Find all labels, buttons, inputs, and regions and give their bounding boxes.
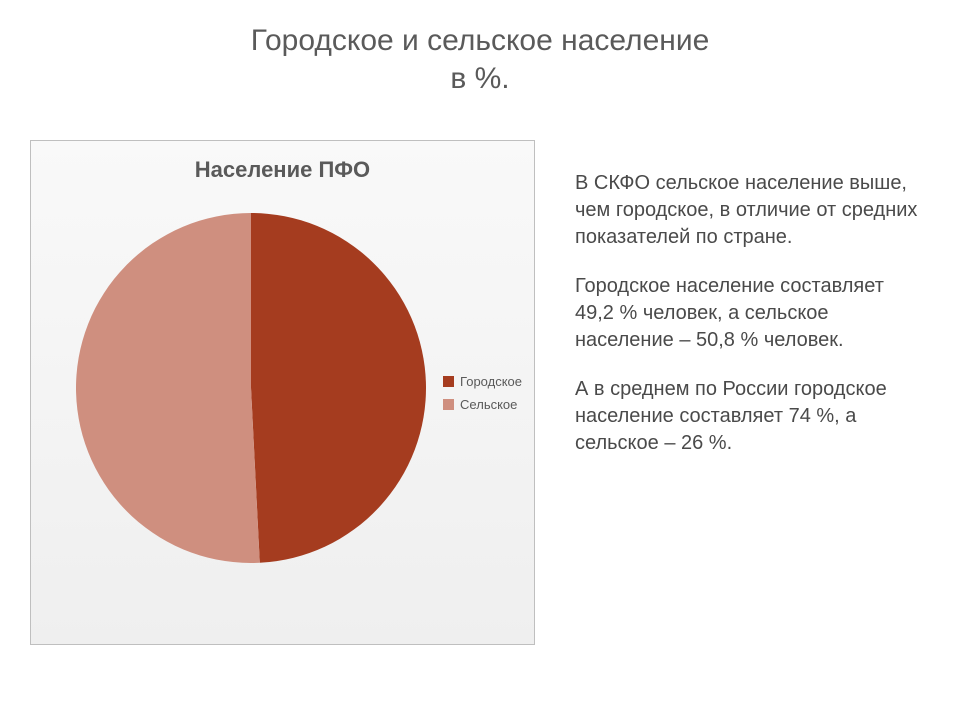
- legend-swatch-urban: [443, 376, 454, 387]
- body-paragraph-3: А в среднем по России городское населени…: [575, 376, 925, 457]
- body-paragraph-2: Городское население составляет 49,2 % че…: [575, 273, 925, 354]
- chart-title: Население ПФО: [31, 157, 534, 183]
- page-title: Городское и сельское население в %.: [0, 22, 960, 97]
- body-paragraph-1: В СКФО сельское население выше, чем горо…: [575, 170, 925, 251]
- legend-label-urban: Городское: [460, 374, 522, 389]
- pie-chart: [76, 213, 426, 563]
- pie-slice: [251, 213, 426, 563]
- body-text: В СКФО сельское население выше, чем горо…: [575, 170, 925, 479]
- chart-legend: Городское Сельское: [443, 374, 522, 412]
- pie-slice: [76, 213, 260, 563]
- legend-item-rural: Сельское: [443, 397, 522, 412]
- legend-item-urban: Городское: [443, 374, 522, 389]
- chart-panel: Население ПФО Городское Сельское: [30, 140, 535, 645]
- legend-label-rural: Сельское: [460, 397, 517, 412]
- page-root: Городское и сельское население в %. Насе…: [0, 0, 960, 720]
- legend-swatch-rural: [443, 399, 454, 410]
